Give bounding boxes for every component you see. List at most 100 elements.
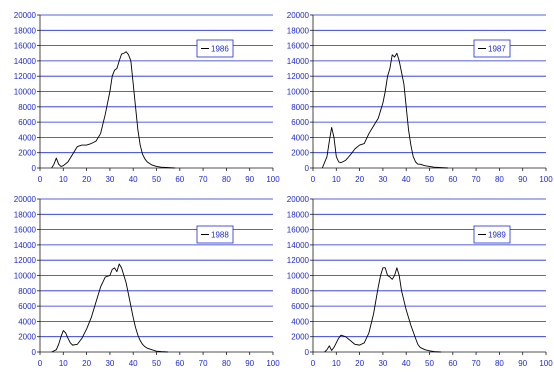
y-tick-label: 10000	[287, 272, 310, 281]
y-tick-label: 10000	[14, 88, 37, 97]
x-tick-label: 100	[539, 359, 553, 368]
y-tick-label: 4000	[291, 317, 309, 326]
x-tick-label: 60	[448, 175, 457, 184]
x-tick-label: 100	[266, 359, 280, 368]
y-tick-label: 18000	[287, 210, 310, 219]
y-tick-label: 18000	[14, 26, 37, 35]
legend: 1989	[473, 225, 511, 244]
y-tick-label: 8000	[291, 287, 309, 296]
x-tick-label: 70	[472, 175, 481, 184]
y-tick-label: 18000	[14, 210, 37, 219]
series-line-1986	[51, 51, 176, 169]
x-tick-label: 90	[245, 359, 254, 368]
x-tick-label: 60	[175, 359, 184, 368]
x-tick-label: 80	[495, 359, 504, 368]
y-tick-label: 16000	[14, 42, 37, 51]
y-tick-label: 14000	[287, 241, 310, 250]
x-tick-label: 40	[129, 359, 138, 368]
x-tick-label: 20	[355, 359, 364, 368]
x-tick-label: 30	[378, 359, 387, 368]
y-tick-label: 8000	[18, 287, 36, 296]
y-tick-label: 10000	[287, 88, 310, 97]
x-tick-label: 20	[82, 175, 91, 184]
legend-label: 1986	[211, 45, 229, 54]
y-tick-label: 16000	[287, 226, 310, 235]
legend-box	[196, 39, 234, 58]
y-tick-label: 0	[32, 164, 37, 173]
y-tick-label: 20000	[287, 11, 310, 20]
y-tick-label: 20000	[287, 195, 310, 204]
x-tick-label: 60	[175, 175, 184, 184]
y-tick-label: 14000	[14, 57, 37, 66]
x-tick-label: 90	[245, 175, 254, 184]
y-tick-label: 0	[32, 348, 37, 357]
y-tick-label: 20000	[14, 195, 37, 204]
x-tick-label: 70	[472, 359, 481, 368]
series-line-1989	[324, 267, 442, 353]
x-tick-label: 50	[152, 175, 161, 184]
x-tick-label: 0	[311, 175, 316, 184]
y-tick-label: 6000	[291, 118, 309, 127]
x-tick-label: 10	[332, 359, 341, 368]
x-tick-label: 50	[425, 175, 434, 184]
x-tick-label: 30	[378, 175, 387, 184]
y-tick-label: 6000	[18, 302, 36, 311]
x-tick-label: 40	[402, 175, 411, 184]
y-tick-label: 16000	[14, 226, 37, 235]
y-tick-label: 18000	[287, 26, 310, 35]
x-tick-label: 70	[199, 359, 208, 368]
y-tick-label: 2000	[291, 149, 309, 158]
x-tick-label: 60	[448, 359, 457, 368]
y-tick-label: 6000	[291, 302, 309, 311]
y-tick-label: 4000	[18, 317, 36, 326]
legend-label: 1989	[488, 231, 506, 240]
series-line-1988	[51, 263, 169, 353]
y-tick-label: 12000	[14, 72, 37, 81]
y-tick-label: 14000	[14, 241, 37, 250]
legend: 1987	[473, 39, 511, 58]
legend-label: 1987	[488, 45, 506, 54]
y-tick-label: 14000	[287, 57, 310, 66]
y-tick-label: 0	[305, 164, 310, 173]
x-tick-label: 50	[425, 359, 434, 368]
x-tick-label: 80	[222, 359, 231, 368]
x-tick-label: 100	[266, 175, 280, 184]
y-tick-label: 2000	[291, 333, 309, 342]
y-tick-label: 16000	[287, 42, 310, 51]
x-tick-label: 10	[332, 175, 341, 184]
chart-panel-1: 0 2000 4000 6000 8000 10000 12000 14000 16000 180…	[14, 11, 280, 184]
y-tick-label: 12000	[14, 256, 37, 265]
legend: 1986	[196, 39, 234, 58]
y-tick-label: 20000	[14, 11, 37, 20]
chart-panel-4: 0 2000 4000 6000 8000 10000 12000 14000 16000 180…	[287, 195, 553, 368]
x-tick-label: 80	[222, 175, 231, 184]
legend-label: 1988	[211, 231, 229, 240]
series-line-1987	[321, 52, 449, 169]
chart-panel-2: 0 2000 4000 6000 8000 10000 12000 14000 16000 180…	[287, 11, 553, 184]
x-tick-label: 0	[38, 359, 43, 368]
x-tick-label: 70	[199, 175, 208, 184]
legend-box	[196, 225, 234, 244]
x-tick-label: 20	[355, 175, 364, 184]
x-tick-label: 0	[311, 359, 316, 368]
x-tick-label: 10	[59, 359, 68, 368]
y-tick-label: 10000	[14, 272, 37, 281]
legend-box	[473, 39, 511, 58]
x-tick-label: 30	[105, 359, 114, 368]
x-tick-label: 50	[152, 359, 161, 368]
y-tick-label: 12000	[287, 256, 310, 265]
x-tick-label: 10	[59, 175, 68, 184]
x-tick-label: 40	[129, 175, 138, 184]
y-tick-label: 2000	[18, 149, 36, 158]
y-tick-label: 8000	[18, 103, 36, 112]
x-tick-label: 0	[38, 175, 43, 184]
legend: 1988	[196, 225, 234, 244]
y-tick-label: 6000	[18, 118, 36, 127]
x-tick-label: 40	[402, 359, 411, 368]
x-tick-label: 30	[105, 175, 114, 184]
x-tick-label: 20	[82, 359, 91, 368]
y-tick-label: 0	[305, 348, 310, 357]
